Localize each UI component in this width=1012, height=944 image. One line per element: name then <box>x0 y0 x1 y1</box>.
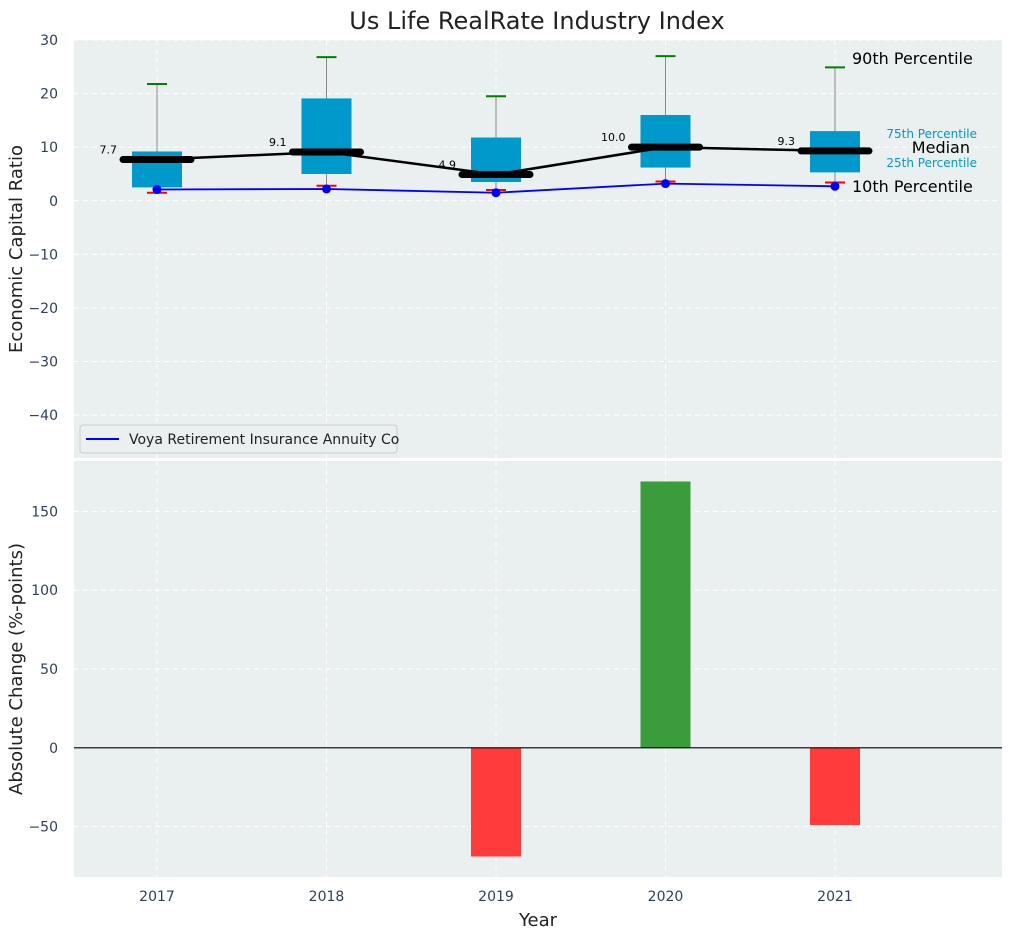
bottom-y-tick-label: 0 <box>49 741 58 757</box>
top-y-tick-labels: −40 −30 −20 −10 0 10 20 30 <box>28 33 58 424</box>
box-plot-marks: 7.7 9.1 4.9 10.0 9.3 <box>100 55 873 198</box>
x-axis-label: Year <box>518 910 558 931</box>
company-point <box>322 184 331 194</box>
change-bar <box>810 747 860 825</box>
iqr-box <box>301 98 352 174</box>
x-tick-label: 2019 <box>478 889 514 905</box>
top-y-tick-label: 20 <box>40 87 58 103</box>
x-tick-label: 2021 <box>817 889 853 905</box>
p75-annotation: 75th Percentile <box>886 127 977 141</box>
x-tick-label: 2018 <box>309 889 345 905</box>
bottom-y-axis-label: Absolute Change (%-points) <box>6 543 27 795</box>
bottom-y-tick-label: 50 <box>40 662 58 678</box>
company-point <box>152 185 162 195</box>
bottom-y-tick-label: 150 <box>31 504 58 520</box>
top-y-tick-label: −10 <box>28 247 58 263</box>
p90-annotation: 90th Percentile <box>852 49 973 68</box>
median-value-label: 7.7 <box>100 144 118 157</box>
bottom-y-tick-labels: −50 0 50 100 150 <box>28 504 58 835</box>
top-y-tick-label: −40 <box>28 408 58 424</box>
top-grid <box>74 39 1002 458</box>
x-tick-label: 2017 <box>139 889 175 905</box>
top-y-axis-label: Economic Capital Ratio <box>6 145 27 353</box>
company-point <box>830 181 840 191</box>
iqr-box <box>640 115 691 168</box>
percentile-annotations: 90th Percentile 75th Percentile Median 2… <box>852 49 977 196</box>
median-annotation: Median <box>912 138 970 157</box>
chart-title: Us Life RealRate Industry Index <box>349 7 724 35</box>
median-value-label: 10.0 <box>601 131 626 144</box>
p25-annotation: 25th Percentile <box>886 156 977 170</box>
median-value-label: 4.9 <box>439 159 457 172</box>
x-tick-label: 2020 <box>648 889 684 905</box>
bottom-y-tick-label: 100 <box>31 583 58 599</box>
top-y-tick-label: −30 <box>28 355 58 371</box>
legend-frame <box>79 424 398 454</box>
x-tick-labels: 2017 2018 2019 2020 2021 <box>139 889 853 905</box>
median-value-label: 9.3 <box>778 135 796 148</box>
p10-annotation: 10th Percentile <box>852 177 973 196</box>
bottom-y-tick-label: −50 <box>28 820 58 836</box>
legend: Voya Retirement Insurance Annuity Co <box>79 424 399 454</box>
top-y-tick-label: −20 <box>28 301 58 317</box>
top-y-tick-label: 10 <box>40 140 58 156</box>
change-bar <box>471 747 521 857</box>
top-plot-background <box>74 40 1002 458</box>
bar-marks <box>74 481 1002 857</box>
median-value-label: 9.1 <box>269 136 287 149</box>
top-y-tick-label: 30 <box>40 33 58 49</box>
top-y-tick-label: 0 <box>49 194 58 210</box>
change-bar <box>640 481 691 748</box>
company-point <box>491 188 501 198</box>
company-point <box>661 179 670 189</box>
legend-label: Voya Retirement Insurance Annuity Co <box>129 432 399 448</box>
